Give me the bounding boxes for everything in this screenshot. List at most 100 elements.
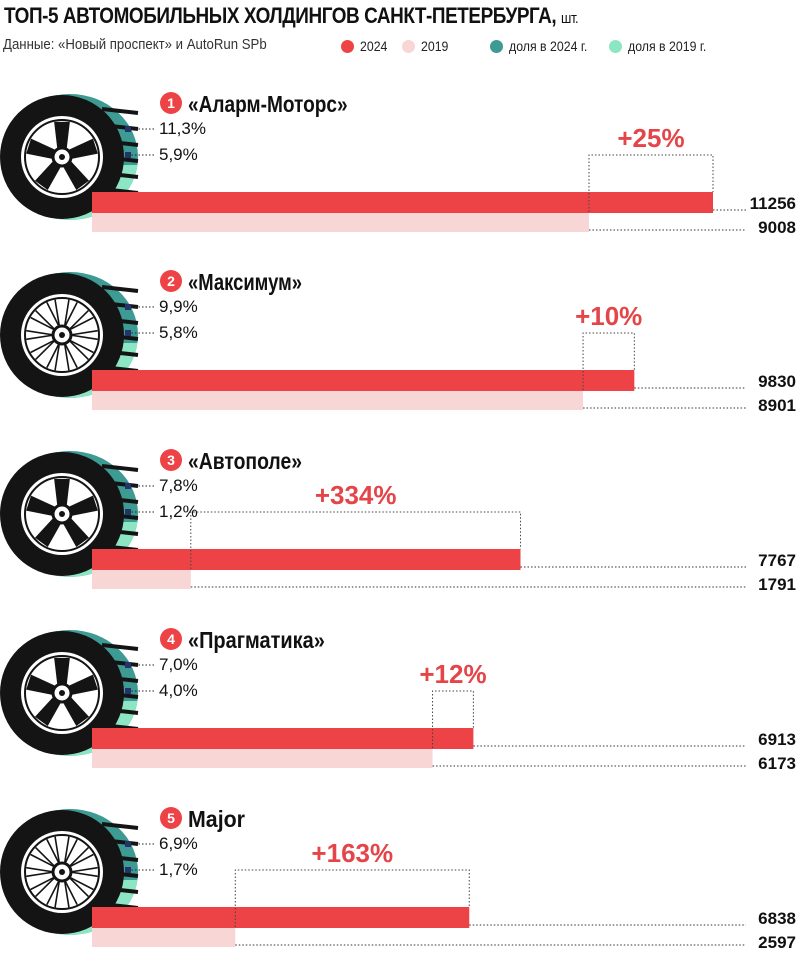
tread-groove: [101, 822, 139, 830]
wheel-spoke: [46, 301, 61, 328]
wheel-spoke: [54, 121, 70, 151]
legend-item-2019: 2019: [402, 37, 452, 55]
holding-name: «Максимум»: [188, 269, 302, 295]
holding-name: Major: [188, 806, 245, 832]
wheel-spoke: [30, 338, 56, 354]
wheel-spoke: [69, 871, 98, 878]
wheel-spoke: [67, 876, 89, 898]
growth-label: +10%: [575, 301, 642, 331]
share-marker-2019: [125, 509, 131, 515]
wheel-spoke: [30, 316, 56, 332]
tread-groove: [101, 285, 139, 293]
rank-badge: [160, 807, 182, 829]
wheel-spoke: [63, 342, 78, 369]
wheel-spoke: [26, 334, 55, 341]
bar-2024: [92, 549, 521, 570]
wheel-spoke: [26, 495, 58, 517]
wheel-spoke: [63, 836, 70, 865]
wheel-spoke: [34, 695, 62, 727]
value-label-2024: 6913: [758, 730, 796, 749]
value-label-2019: 9008: [758, 218, 796, 237]
bar-2024: [92, 728, 474, 749]
rank-badge: [160, 449, 182, 471]
holding-row: 1 «Аларм-Моторс» 11,3% 5,9% 11256 9008 +25%: [0, 91, 796, 237]
wheel-spoke: [63, 838, 78, 865]
growth-label: +334%: [315, 480, 397, 510]
wheel-spoke: [69, 334, 98, 341]
share-marker-2024: [125, 126, 131, 132]
wheel-rim-ring: [24, 119, 100, 195]
legend-swatch-share-2024: [490, 39, 503, 53]
wheel-spoke: [54, 478, 70, 508]
rank-badge: [160, 92, 182, 114]
rank-number: 1: [167, 95, 175, 111]
share-marker-2019: [125, 867, 131, 873]
share-2019-label: 4,0%: [159, 681, 198, 700]
share-2019-label: 1,2%: [159, 502, 198, 521]
wheel-spoke: [30, 853, 56, 869]
value-label-2019: 6173: [758, 754, 796, 773]
chart-title-text: ТОП-5 АВТОМОБИЛЬНЫХ ХОЛДИНГОВ САНКТ-ПЕТЕ…: [4, 3, 557, 28]
bar-2019: [92, 569, 191, 589]
legend-swatch-2024: [341, 39, 354, 53]
share-2019-label: 1,7%: [159, 860, 198, 879]
wheel-spoke: [63, 342, 70, 371]
value-label-2024: 6838: [758, 909, 796, 928]
holding-name: «Аларм-Моторс»: [188, 91, 348, 117]
value-label-2019: 1791: [758, 575, 796, 594]
rank-badge: [160, 270, 182, 292]
holding-name: «Прагматика»: [188, 627, 325, 653]
wheel-hub-center: [59, 511, 65, 517]
legend-item-share-2024: доля в 2024 г.: [490, 37, 598, 55]
tread-groove: [101, 107, 139, 115]
wheel-spoke: [62, 516, 90, 548]
wheel-spoke: [68, 853, 94, 869]
wheel-spoke: [35, 846, 57, 868]
wheel-spoke: [68, 338, 94, 354]
rank-number: 2: [167, 273, 175, 289]
wheel-spoke: [62, 159, 90, 191]
wheel-spoke: [46, 838, 61, 865]
wheel-spoke: [69, 866, 98, 873]
bar-2019: [92, 748, 433, 768]
growth-bracket: [588, 154, 714, 212]
chart-title-unit: шт.: [561, 10, 579, 27]
legend-swatch-share-2019: [609, 39, 622, 53]
wheel-spoke: [67, 309, 89, 331]
bar-2019: [92, 212, 589, 232]
wheel-spoke: [67, 846, 89, 868]
wheel-spoke: [63, 879, 70, 908]
wheel-spoke: [26, 138, 58, 160]
tread-groove: [101, 464, 139, 472]
wheel-rim-ring: [24, 297, 100, 373]
wheel-spoke: [34, 159, 62, 191]
wheel-rim-ring: [24, 834, 100, 910]
legend-item-share-2019: доля в 2019 г.: [609, 37, 717, 55]
rank-badge: [160, 628, 182, 650]
wheel-spoke: [62, 695, 90, 727]
share-marker-2019: [125, 688, 131, 694]
wheel-spoke: [26, 866, 55, 873]
holding-row: 2 «Максимум» 9,9% 5,8% 9830 8901 +10%: [0, 269, 796, 415]
bar-2019: [92, 390, 584, 410]
wheel-spoke: [66, 495, 98, 517]
wheel-spoke: [35, 339, 57, 361]
growth-label: +25%: [617, 123, 684, 153]
rank-number: 5: [167, 810, 175, 826]
growth-bracket: [190, 511, 522, 569]
legend-label-2024: 2024: [360, 38, 388, 54]
share-2024-label: 6,9%: [159, 834, 198, 853]
wheel-spoke: [63, 299, 70, 328]
wheel-spoke: [26, 329, 55, 336]
share-marker-2019: [125, 152, 131, 158]
source-note: Данные: «Новый проспект» и AutoRun SPb: [3, 36, 267, 53]
growth-bracket: [432, 690, 474, 748]
wheel-spoke: [63, 879, 78, 906]
share-2024-label: 9,9%: [159, 297, 198, 316]
wheel-spoke: [26, 674, 58, 696]
growth-bracket: [234, 869, 470, 927]
bar-2019: [92, 927, 236, 947]
growth-bracket: [582, 332, 635, 390]
